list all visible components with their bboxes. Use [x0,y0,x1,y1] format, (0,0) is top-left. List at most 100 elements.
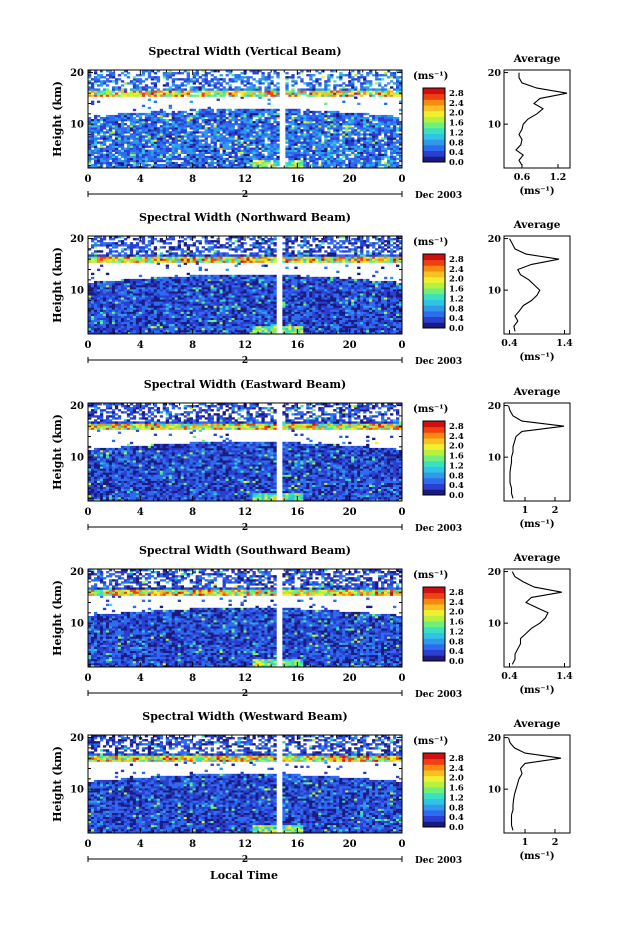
heatmap-cell [100,152,103,154]
heatmap-cell [294,303,297,305]
heatmap-cell [348,316,351,318]
heatmap-cell [351,303,354,305]
heatmap-cell [211,131,214,133]
heatmap-cell [112,330,115,332]
heatmap-cell [261,164,264,166]
heatmap-cell [214,76,217,78]
heatmap-cell [276,125,279,127]
heatmap-cell [375,310,378,312]
heatmap-cell [226,92,229,94]
heatmap-cell [175,129,178,131]
heatmap-cell [193,125,196,127]
heatmap-cell [151,119,154,121]
heatmap-cell [339,125,342,127]
heatmap-cell [139,310,142,312]
heatmap-cell [94,88,97,90]
heatmap-cell [181,318,184,320]
heatmap-cell [261,144,264,146]
heatmap-cell [384,316,387,318]
heatmap-cell [247,316,250,318]
heatmap-cell [226,316,229,318]
heatmap-cell [297,148,300,150]
heatmap-cell [181,131,184,133]
heatmap-cell [178,154,181,156]
heatmap-cell [187,131,190,133]
heatmap-cell [339,139,342,141]
heatmap-cell [211,328,214,330]
heatmap-cell [252,154,255,156]
heatmap-cell [214,320,217,322]
heatmap-cell [166,156,169,158]
heatmap-cell [351,146,354,148]
heatmap-cell [142,305,145,307]
heatmap-cell [354,312,357,314]
heatmap-cell [285,307,288,309]
heatmap-cell [247,305,250,307]
heatmap-cell [166,131,169,133]
heatmap-cell [357,303,360,305]
heatmap-cell [142,113,145,115]
heatmap-cell [378,318,381,320]
heatmap-cell [357,80,360,82]
heatmap-cell [106,310,109,312]
heatmap-cell [91,314,94,316]
heatmap-cell [297,310,300,312]
heatmap-cell [267,111,270,113]
heatmap-cell [136,144,139,146]
heatmap-cell [238,160,241,162]
heatmap-cell [169,119,172,121]
heatmap-cell [312,125,315,127]
heatmap-cell [226,123,229,125]
heatmap-cell [336,316,339,318]
heatmap-cell [163,330,166,332]
heatmap-cell [324,119,327,121]
heatmap-cell [211,117,214,119]
heatmap-cell [106,307,109,309]
heatmap-cell [103,320,106,322]
heatmap-cell [375,326,378,328]
heatmap-cell [366,92,369,94]
heatmap-cell [288,125,291,127]
heatmap-cell [226,127,229,129]
heatmap-cell [393,92,396,94]
heatmap-cell [178,144,181,146]
heatmap-cell [375,115,378,117]
heatmap-cell [238,125,241,127]
heatmap-cell [249,76,252,78]
heatmap-cell [127,92,130,94]
heatmap-cell [187,310,190,312]
heatmap-cell [205,316,208,318]
heatmap-cell [384,92,387,94]
heatmap-cell [372,127,375,129]
heatmap-cell [345,129,348,131]
heatmap-cell [133,82,136,84]
heatmap-cell [258,141,261,143]
heatmap-cell [366,152,369,154]
heatmap-cell [333,314,336,316]
heatmap-cell [324,307,327,309]
heatmap-cell [297,109,300,111]
heatmap-cell [390,320,393,322]
heatmap-cell [148,137,151,139]
heatmap-cell [312,316,315,318]
heatmap-cell [100,164,103,166]
heatmap-cell [249,133,252,135]
heatmap-cell [211,160,214,162]
heatmap-cell [130,119,133,121]
heatmap-cell [214,86,217,88]
heatmap-cell [294,123,297,125]
heatmap-cell [255,115,258,117]
heatmap-cell [267,127,270,129]
heatmap-cell [261,162,264,164]
heatmap-cell [196,144,199,146]
heatmap-cell [208,152,211,154]
heatmap-cell [121,72,124,74]
heatmap-cell [396,316,399,318]
colorbar-swatch [423,105,445,111]
heatmap-cell [94,324,97,326]
heatmap-cell [312,86,315,88]
heatmap-cell [378,160,381,162]
heatmap-cell [148,86,151,88]
heatmap-cell [229,312,232,314]
heatmap-cell [145,154,148,156]
